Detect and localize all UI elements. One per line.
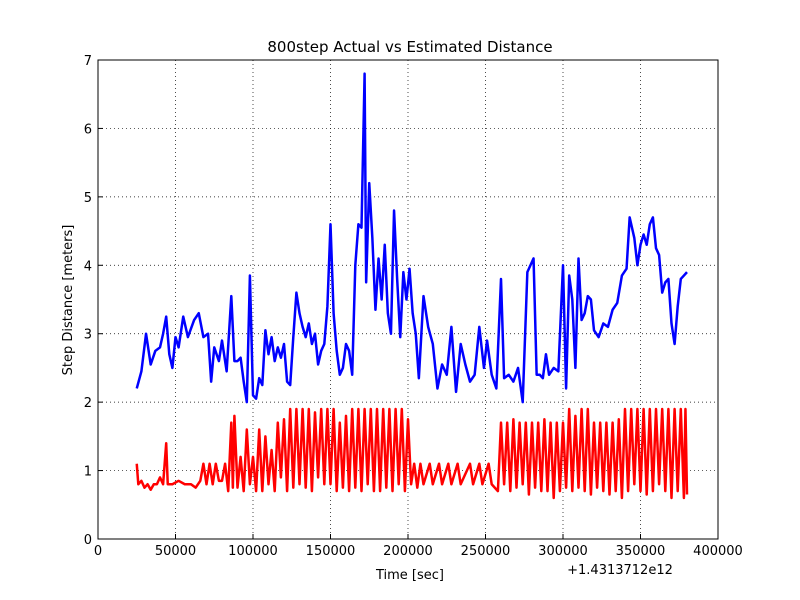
y-tick-label: 3 (84, 328, 92, 343)
x-offset-label: +1.4313712e12 (567, 563, 673, 578)
y-tick-label: 5 (84, 191, 92, 206)
y-tick-label: 0 (84, 533, 92, 548)
x-tick-label: 100000 (228, 544, 278, 559)
x-axis-label: Time [sec] (375, 568, 444, 583)
y-tick-label: 4 (84, 259, 92, 274)
y-tick-label: 1 (84, 465, 92, 480)
x-tick-label: 0 (94, 544, 102, 559)
y-tick-label: 6 (84, 122, 92, 137)
x-tick-label: 200000 (383, 544, 433, 559)
data-line (135, 72, 688, 404)
x-tick-label: 250000 (461, 544, 511, 559)
y-tick-label: 2 (84, 396, 92, 411)
x-tick-label: 50000 (155, 544, 196, 559)
x-tick-label: 150000 (306, 544, 356, 559)
chart-title: 800step Actual vs Estimated Distance (267, 38, 552, 56)
y-tick-label: 7 (84, 54, 92, 69)
y-axis-label: Step Distance [meters] (61, 225, 76, 376)
x-tick-label: 300000 (538, 544, 588, 559)
x-tick-label: 400000 (693, 544, 743, 559)
x-tick-label: 350000 (616, 544, 666, 559)
plot-frame (97, 59, 719, 540)
data-line (135, 407, 689, 500)
